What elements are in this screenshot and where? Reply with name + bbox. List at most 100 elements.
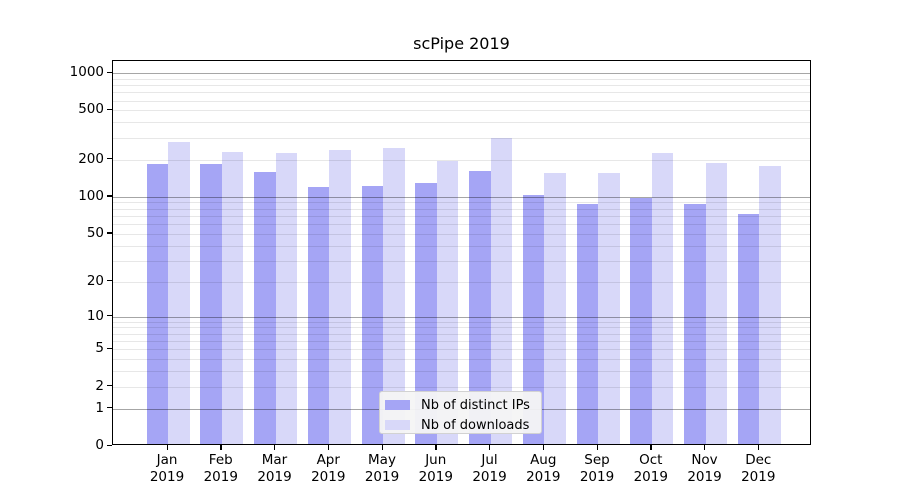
bar-downloads-sep — [598, 173, 620, 444]
y-tick-label-10: 10 — [86, 307, 104, 324]
gridline-90 — [113, 202, 810, 204]
gridline-3 — [113, 371, 810, 373]
legend-label-downloads: Nb of downloads — [421, 417, 530, 433]
y-tick-mark-0 — [107, 444, 112, 446]
x-tick-label-jun: Jun 2019 — [418, 452, 453, 485]
y-tick-mark-1000 — [107, 71, 112, 73]
bar-distinct-ips-jul — [469, 170, 491, 444]
y-tick-label-1000: 1000 — [69, 64, 104, 80]
x-tick-mark-may — [381, 445, 383, 450]
y-tick-mark-100 — [107, 195, 112, 197]
gridline-30 — [113, 260, 810, 262]
y-tick-mark-500 — [107, 108, 112, 111]
gridline-6 — [113, 340, 810, 342]
gridline-500 — [113, 110, 810, 112]
y-tick-mark-1 — [107, 407, 112, 409]
gridline-70 — [113, 215, 810, 217]
x-tick-mark-mar — [274, 445, 276, 450]
legend-item-distinct-ips: Nb of distinct IPs — [385, 397, 541, 413]
gridline-900 — [113, 78, 810, 80]
bar-downloads-dec — [759, 165, 781, 444]
gridline-100 — [113, 196, 810, 198]
x-tick-label-may: May 2019 — [364, 452, 400, 485]
gridline-60 — [113, 224, 810, 226]
y-tick-label-500: 500 — [78, 101, 104, 118]
x-tick-mark-nov — [704, 445, 706, 450]
bar-downloads-jan — [168, 142, 190, 444]
bar-distinct-ips-feb — [200, 163, 222, 444]
legend-label-distinct-ips: Nb of distinct IPs — [421, 397, 530, 413]
y-tick-label-50: 50 — [86, 224, 104, 241]
y-tick-mark-20 — [107, 280, 112, 282]
x-tick-mark-jul — [489, 445, 491, 450]
y-tick-label-0: 0 — [95, 437, 104, 453]
x-tick-mark-dec — [757, 445, 760, 450]
gridline-400 — [113, 122, 810, 124]
y-tick-mark-50 — [107, 232, 112, 234]
gridline-80 — [113, 208, 810, 210]
bar-distinct-ips-jan — [146, 163, 168, 444]
plot-area — [112, 60, 811, 445]
bar-distinct-ips-sep — [576, 203, 598, 444]
y-tick-mark-200 — [107, 158, 112, 160]
bar-distinct-ips-mar — [254, 172, 276, 444]
gridline-9 — [113, 321, 810, 323]
bar-downloads-apr — [329, 150, 351, 444]
x-tick-label-nov: Nov 2019 — [687, 452, 722, 485]
x-tick-mark-sep — [596, 445, 598, 450]
x-tick-label-sep: Sep 2019 — [579, 452, 615, 485]
gridline-600 — [113, 100, 810, 102]
y-tick-label-2: 2 — [95, 377, 104, 394]
bar-downloads-nov — [705, 162, 727, 444]
x-tick-mark-aug — [542, 445, 545, 450]
x-tick-label-oct: Oct 2019 — [633, 452, 668, 485]
bar-distinct-ips-may — [361, 185, 383, 444]
bar-distinct-ips-apr — [307, 187, 330, 444]
gridline-700 — [113, 92, 810, 94]
x-tick-label-dec: Dec 2019 — [741, 452, 776, 485]
bar-downloads-may — [383, 148, 405, 444]
x-tick-label-feb: Feb 2019 — [203, 452, 238, 485]
legend-swatch-downloads — [385, 420, 410, 430]
bar-distinct-ips-dec — [737, 213, 760, 444]
bar-downloads-jul — [490, 137, 512, 444]
x-tick-mark-jan — [166, 445, 168, 450]
x-tick-mark-feb — [220, 445, 222, 450]
y-tick-mark-5 — [107, 347, 112, 350]
y-tick-mark-2 — [107, 385, 112, 387]
y-tick-label-100: 100 — [78, 187, 104, 204]
chart-title: scPipe 2019 — [413, 34, 510, 53]
gridline-10 — [113, 316, 810, 318]
x-tick-mark-oct — [650, 445, 652, 450]
gridline-200 — [113, 159, 810, 161]
legend-swatch-distinct-ips — [385, 400, 410, 410]
legend: Nb of distinct IPs Nb of downloads — [379, 391, 542, 434]
x-tick-label-mar: Mar 2019 — [257, 452, 292, 485]
x-tick-label-jul: Jul 2019 — [472, 452, 507, 485]
y-tick-mark-10 — [107, 315, 112, 317]
gridline-1000 — [113, 73, 810, 74]
bar-downloads-feb — [221, 152, 244, 444]
gridline-40 — [113, 245, 810, 247]
bar-distinct-ips-aug — [522, 195, 545, 444]
y-tick-label-1: 1 — [95, 399, 104, 416]
x-tick-label-apr: Apr 2019 — [311, 452, 346, 485]
y-tick-label-5: 5 — [95, 340, 104, 357]
gridline-4 — [113, 359, 810, 361]
bar-distinct-ips-jun — [415, 182, 437, 444]
bar-distinct-ips-nov — [684, 204, 706, 444]
legend-item-downloads: Nb of downloads — [385, 417, 541, 433]
gridline-300 — [113, 137, 810, 139]
x-tick-label-jan: Jan 2019 — [149, 452, 185, 485]
bar-downloads-aug — [544, 172, 566, 444]
gridline-800 — [113, 85, 810, 87]
gridline-5 — [113, 349, 810, 351]
y-tick-label-200: 200 — [78, 150, 104, 167]
bar-distinct-ips-oct — [630, 198, 652, 444]
bar-downloads-jun — [436, 160, 459, 444]
x-tick-mark-jun — [435, 445, 437, 450]
gridline-50 — [113, 233, 810, 235]
gridline-8 — [113, 327, 810, 329]
x-tick-label-aug: Aug 2019 — [526, 452, 561, 485]
